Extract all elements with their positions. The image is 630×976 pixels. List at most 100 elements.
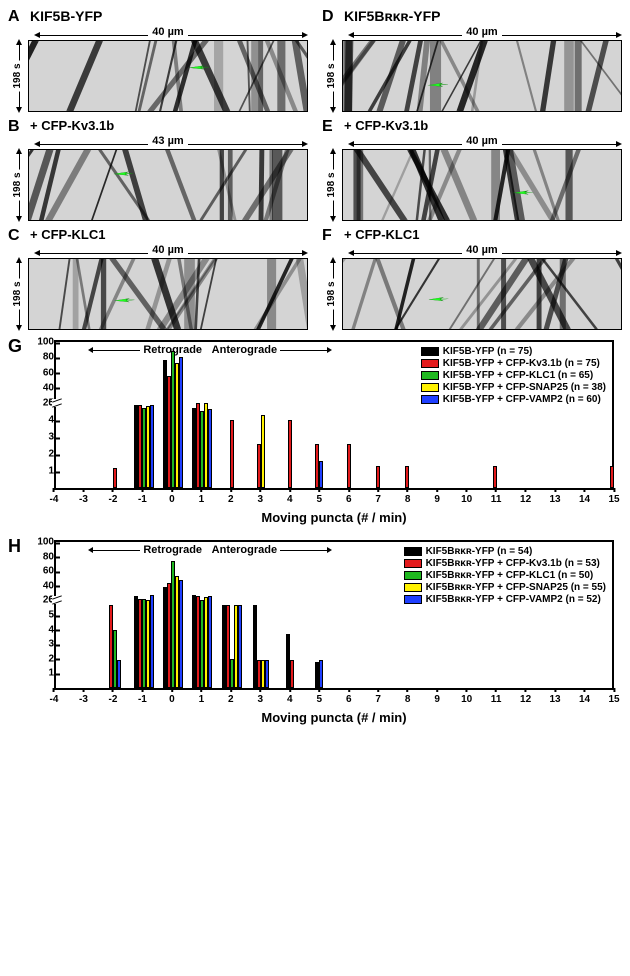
- kymo-panel-F: F + CFP-KLC1 40 µm 198 s: [322, 227, 622, 330]
- x-tick: -4: [50, 494, 59, 505]
- x-tick: 0: [169, 494, 175, 505]
- panel-label: F: [322, 227, 332, 245]
- bar-group: [347, 342, 351, 488]
- figure: A KIF5B-YFP 40 µm 198 s D KIF5Bʀᴋʀ-YFP 4…: [0, 0, 630, 738]
- bar-group: [253, 542, 269, 688]
- bar-group: [192, 542, 212, 688]
- time-scale: 198 s: [12, 258, 26, 330]
- bar: [238, 605, 242, 688]
- bars-layer: [56, 342, 612, 488]
- bar-group: [134, 342, 154, 488]
- bar: [117, 660, 121, 688]
- bar-group: [315, 542, 323, 688]
- x-tick: 15: [608, 494, 619, 505]
- kymo-box: 43 µm 198 s: [28, 135, 308, 221]
- plot: 12345620406080100 Retrograde Anterograde…: [54, 540, 614, 690]
- kymo-row: A KIF5B-YFP 40 µm 198 s D KIF5Bʀᴋʀ-YFP 4…: [8, 8, 622, 112]
- kymo-box: 40 µm 198 s: [28, 26, 308, 112]
- bar: [493, 466, 497, 488]
- axis-break: [52, 399, 62, 407]
- bar: [230, 420, 234, 488]
- kymo-box: 40 µm 198 s: [342, 26, 622, 112]
- bar-group: [376, 342, 380, 488]
- bar-group: [288, 342, 292, 488]
- chart-area: Movies (%) 12345620406080100 Retrograde …: [54, 540, 614, 730]
- bar-group: [113, 342, 117, 488]
- kymo-box: 40 µm 198 s: [342, 244, 622, 330]
- chart-area: Movies (%) 1234520406080100 Retrograde A…: [54, 340, 614, 530]
- bar: [319, 461, 323, 488]
- x-tick: 11: [491, 694, 502, 705]
- panel-title: + CFP-Kv3.1b: [344, 118, 622, 133]
- bar: [150, 595, 154, 688]
- x-tick: -4: [50, 694, 59, 705]
- kymograph-image: [342, 40, 622, 112]
- x-tick: 9: [434, 494, 440, 505]
- x-tick: -1: [138, 494, 147, 505]
- y-axis: 12345620406080100: [22, 542, 54, 688]
- x-axis: -4-3-2-10123456789101112131415: [54, 690, 614, 730]
- kymo-row: C + CFP-KLC1 40 µm 198 s F + CFP-KLC1 40…: [8, 227, 622, 330]
- kymo-box: 40 µm 198 s: [342, 135, 622, 221]
- y-tick: 40: [43, 382, 54, 393]
- bar-group: [610, 342, 614, 488]
- x-tick: 5: [316, 694, 322, 705]
- bar-group: [257, 342, 265, 488]
- x-tick: 14: [579, 694, 590, 705]
- bar-group: [192, 342, 212, 488]
- x-tick: 3: [258, 494, 264, 505]
- x-tick: 9: [434, 694, 440, 705]
- time-scale: 198 s: [326, 258, 340, 330]
- kymo-box: 40 µm 198 s: [28, 244, 308, 330]
- panel-label: H: [8, 536, 21, 557]
- y-tick: 80: [43, 352, 54, 363]
- x-tick: 4: [287, 494, 293, 505]
- time-scale: 198 s: [326, 149, 340, 221]
- panel-label: D: [322, 8, 334, 26]
- x-tick: 12: [520, 694, 531, 705]
- kymograph-image: [28, 258, 308, 330]
- x-tick: -1: [138, 694, 147, 705]
- bar: [405, 466, 409, 488]
- y-tick: 100: [37, 537, 54, 548]
- x-tick: 5: [316, 494, 322, 505]
- bar: [319, 660, 323, 688]
- y-tick: 1: [48, 466, 54, 477]
- x-tick: 10: [461, 694, 472, 705]
- x-tick: -3: [79, 494, 88, 505]
- panel-title: + CFP-KLC1: [344, 227, 622, 242]
- bar-group: [405, 342, 409, 488]
- x-tick: 13: [549, 694, 560, 705]
- y-tick: 2: [48, 653, 54, 664]
- time-scale: 198 s: [12, 149, 26, 221]
- bar: [347, 444, 351, 488]
- bar-group: [134, 542, 154, 688]
- time-scale: 198 s: [12, 40, 26, 112]
- x-tick: -2: [108, 494, 117, 505]
- bar: [179, 357, 183, 488]
- y-axis: 1234520406080100: [22, 342, 54, 488]
- bar: [288, 420, 292, 488]
- axis-break: [52, 596, 62, 604]
- x-tick: 11: [491, 494, 502, 505]
- bar: [208, 596, 212, 688]
- bar: [265, 660, 269, 688]
- bar: [610, 466, 614, 488]
- x-tick: 4: [287, 694, 293, 705]
- panel-label: A: [8, 8, 20, 26]
- x-tick: 7: [375, 694, 381, 705]
- bar: [113, 468, 117, 488]
- bar: [208, 409, 212, 488]
- kymo-panel-B: B + CFP-Kv3.1b 43 µm 198 s: [8, 118, 308, 221]
- y-tick: 3: [48, 432, 54, 443]
- kymograph-image: [28, 40, 308, 112]
- kymo-panel-A: A KIF5B-YFP 40 µm 198 s: [8, 8, 308, 112]
- y-tick: 4: [48, 624, 54, 635]
- bar: [376, 466, 380, 488]
- x-tick: 12: [520, 494, 531, 505]
- y-tick: 1: [48, 668, 54, 679]
- width-scale: 40 µm: [28, 244, 308, 258]
- kymo-row: B + CFP-Kv3.1b 43 µm 198 s E + CFP-Kv3.1…: [8, 118, 622, 221]
- time-scale: 198 s: [326, 40, 340, 112]
- y-tick: 5: [48, 610, 54, 621]
